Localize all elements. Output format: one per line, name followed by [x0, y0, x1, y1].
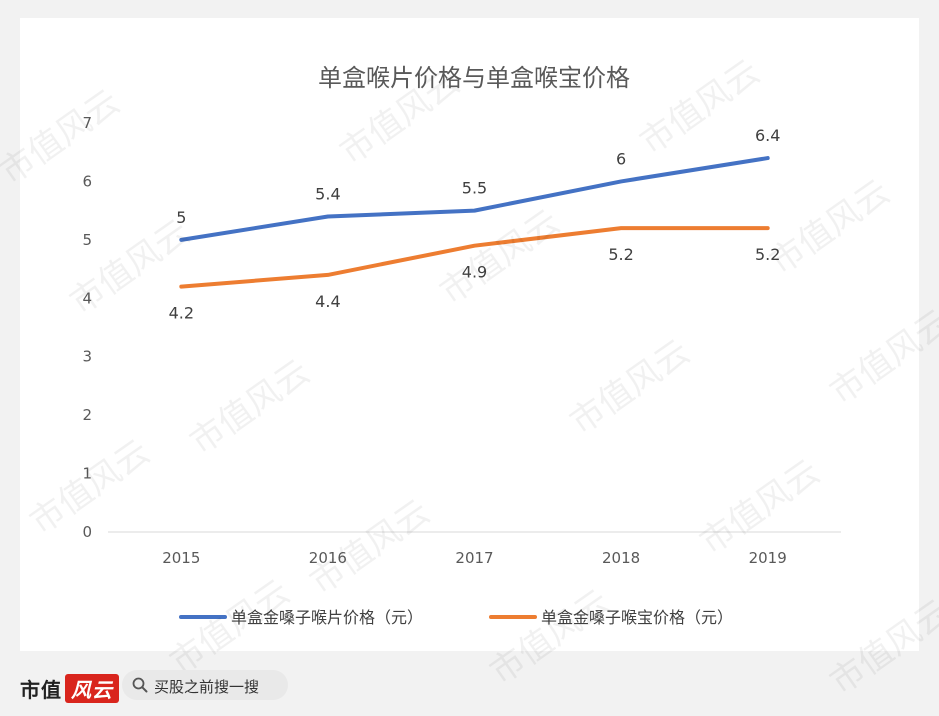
- y-tick-label: 6: [82, 172, 92, 190]
- data-label: 5.2: [755, 245, 780, 264]
- y-tick-label: 3: [82, 348, 92, 366]
- search-box[interactable]: 买股之前搜一搜: [122, 670, 288, 700]
- x-tick-label: 2018: [602, 549, 640, 567]
- legend-label-1: 单盒金嗓子喉片价格（元）: [231, 608, 423, 627]
- data-label: 5.5: [462, 179, 487, 198]
- brand-name: 市值: [20, 678, 62, 702]
- y-tick-label: 5: [82, 231, 92, 249]
- data-label: 5.4: [315, 184, 340, 203]
- data-label: 6: [616, 149, 626, 168]
- series-line-2: [179, 226, 770, 289]
- data-label: 4.4: [315, 292, 340, 311]
- series-line-1: [179, 156, 770, 242]
- y-tick-label: 7: [82, 114, 92, 132]
- y-tick-label: 1: [82, 465, 92, 483]
- data-label: 6.4: [755, 126, 780, 145]
- brand-logo: 市值 风云: [20, 674, 119, 703]
- y-tick-label: 0: [82, 523, 92, 541]
- data-label: 4.2: [169, 304, 194, 323]
- chart-card: 单盒喉片价格与单盒喉宝价格 0 1 2 3 4 5 6 7 2015 2016 2017 2018 20…: [20, 18, 919, 651]
- legend-label-2: 单盒金嗓子喉宝价格（元）: [541, 608, 733, 627]
- x-tick-label: 2015: [162, 549, 200, 567]
- search-icon: [132, 677, 148, 693]
- chart-title: 单盒喉片价格与单盒喉宝价格: [318, 64, 630, 92]
- x-tick-label: 2019: [749, 549, 787, 567]
- y-tick-label: 2: [82, 406, 92, 424]
- data-label: 5: [176, 208, 186, 227]
- footer-bar: 市值 风云 买股之前搜一搜: [0, 660, 939, 716]
- line-chart: 单盒喉片价格与单盒喉宝价格 0 1 2 3 4 5 6 7 2015 2016 2017 2018 20…: [82, 64, 841, 627]
- brand-mark: 风云: [65, 674, 119, 703]
- x-tick-label: 2017: [455, 549, 493, 567]
- y-tick-label: 4: [82, 289, 92, 307]
- search-placeholder: 买股之前搜一搜: [154, 678, 260, 696]
- x-tick-label: 2016: [309, 549, 347, 567]
- data-label: 5.2: [608, 245, 633, 264]
- data-label: 4.9: [462, 263, 487, 282]
